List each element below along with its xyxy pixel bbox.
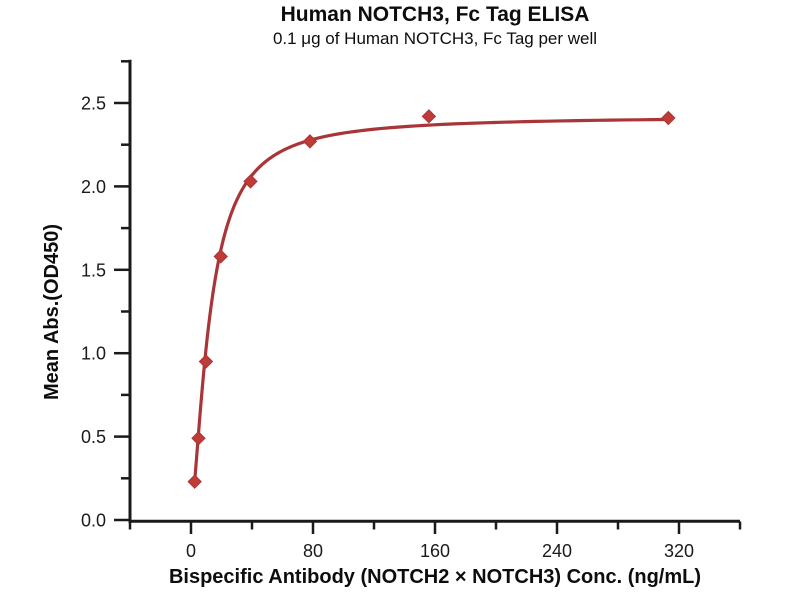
data-point-marker [213, 249, 228, 264]
x-tick-label: 160 [420, 541, 450, 561]
data-point-marker [191, 431, 206, 446]
y-tick-label: 2.5 [81, 94, 106, 114]
x-tick-label: 240 [542, 541, 572, 561]
data-point-marker [187, 474, 202, 489]
data-point-marker [243, 174, 258, 189]
x-tick-label: 320 [664, 541, 694, 561]
data-point-marker [421, 109, 437, 124]
data-point-marker [198, 354, 214, 369]
x-tick-label: 0 [186, 541, 196, 561]
y-tick-label: 2.0 [81, 177, 106, 197]
y-tick-label: 1.0 [81, 344, 106, 364]
fit-curve [193, 117, 670, 483]
x-axis-label: Bispecific Antibody (NOTCH2 × NOTCH3) Co… [168, 566, 702, 588]
data-point-marker [302, 134, 318, 149]
chart-subtitle: 0.1 μg of Human NOTCH3, Fc Tag per well [272, 29, 598, 48]
y-tick-label: 0.0 [81, 511, 106, 531]
data-point-marker [661, 110, 676, 126]
y-tick-label: 0.5 [81, 427, 106, 447]
y-tick-label: 1.5 [81, 260, 106, 280]
x-tick-label: 80 [303, 541, 323, 561]
chart-title: Human NOTCH3, Fc Tag ELISA [280, 3, 590, 26]
